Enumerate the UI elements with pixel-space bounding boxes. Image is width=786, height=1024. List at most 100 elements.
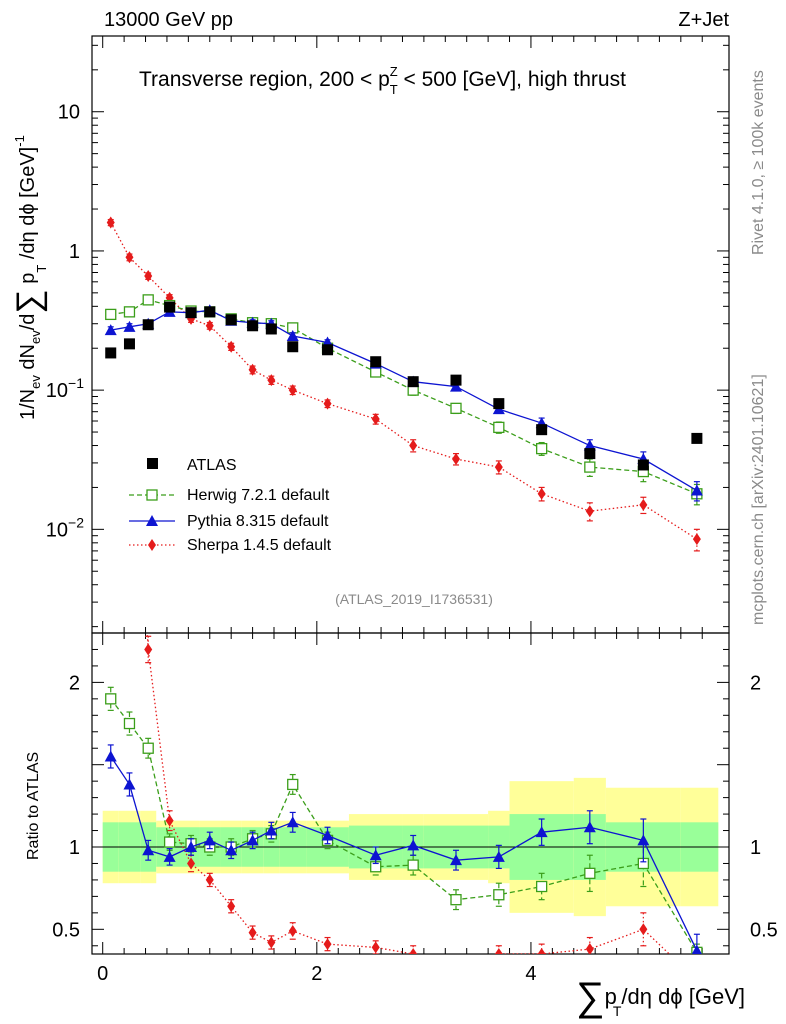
data-point [164,301,176,313]
data-point [323,938,332,951]
legend-label-pythia: Pythia 8.315 default [187,513,329,530]
ratio-y-tick-label-right: 2 [750,672,761,694]
data-point [144,270,153,283]
data-point [163,836,176,848]
data-point [142,294,154,306]
analysis-tag: (ATLAS_2019_I1736531) [335,591,493,607]
data-point [450,854,462,866]
data-point [409,439,418,452]
ratio-y-tick-label: 0.5 [52,919,80,941]
legend-marker-herwig [146,489,158,501]
legend-label-sherpa: Sherpa 1.4.5 default [187,537,332,554]
data-point [204,306,216,318]
header-left: 13000 GeV pp [104,9,233,31]
data-point [639,498,648,511]
y-tick-label: 10−1 [46,375,84,402]
data-point [691,432,703,444]
ratio-y-tick-label: 2 [69,672,80,694]
data-point [144,643,153,656]
data-point [288,384,297,397]
data-point [409,948,418,954]
legend-label-herwig: Herwig 7.2.1 default [187,487,330,504]
axis-ticks [92,36,729,954]
data-point [142,844,155,856]
x-tick-label: 0 [97,963,108,985]
data-point [493,889,505,901]
data-point [123,338,135,350]
data-point [450,402,462,414]
series-sherpa-ratio [144,633,671,973]
y-tick-label: 1 [69,241,80,263]
data-point [583,439,596,451]
data-point [584,448,596,460]
data-point [267,374,276,387]
data-point [163,850,176,862]
data-point [535,442,548,455]
series-pythia-ratio [104,744,702,954]
data-point [407,839,420,851]
ratio-y-tick-label-right: 0.5 [750,919,778,941]
data-point [637,459,649,471]
data-point [205,319,214,332]
data-point [106,216,115,229]
data-point [105,308,117,321]
data-point [287,778,299,791]
data-point [265,323,277,335]
data-point [690,484,703,496]
series-sherpa-main [106,216,701,552]
data-point [125,251,134,264]
data-point [450,894,462,906]
data-point [123,306,136,318]
data-point [203,834,216,846]
data-point [225,844,238,856]
chart-title: Transverse region, 200 < pZ T < 500 [GeV]… [139,64,626,97]
data-point [248,926,257,939]
data-point [407,859,419,871]
data-point [535,880,548,893]
data-point [494,461,503,474]
data-point [142,742,154,754]
data-point [288,924,297,937]
data-point [185,307,197,319]
data-point [371,413,380,426]
data-point [225,314,237,326]
data-point [637,834,650,846]
header-right: Z+Jet [678,9,729,31]
data-point [537,487,546,500]
data-point [492,850,505,862]
data-point [187,857,196,870]
legend-marker-atlas [147,458,158,469]
data-point [105,693,117,705]
series-atlas-main [105,301,703,471]
mcplots-label: mcplots.cern.ch [arXiv:2401.10621] [750,374,767,625]
y-axis-label: 1/Nev dNev/d∑ pT /dη dϕ [GeV]-1 [10,135,49,420]
y-tick-label: 10 [58,102,80,124]
data-point [321,829,334,841]
data-point [123,320,136,332]
ratio-y-axis-label: Ratio to ATLAS [25,752,42,860]
series-herwig-ratio [105,686,703,954]
legend-label-atlas: ATLAS [187,457,237,474]
data-point [585,943,594,954]
data-point [369,849,382,861]
data-point [104,324,117,336]
data-point [584,867,596,879]
data-point [493,421,505,434]
data-point [639,923,648,936]
data-point [165,814,174,827]
x-tick-label: 4 [525,963,536,985]
data-point [227,340,236,353]
data-point [267,936,276,949]
y-tick-label: 10−2 [46,514,84,541]
data-point [450,374,462,386]
x-tick-label: 2 [311,963,322,985]
data-point [227,900,236,913]
legend-marker-pythia [146,515,158,526]
data-point [322,344,334,356]
data-point [493,398,505,410]
data-point [452,961,460,973]
data-point [371,941,380,954]
data-point [450,380,462,392]
data-point [585,505,594,518]
